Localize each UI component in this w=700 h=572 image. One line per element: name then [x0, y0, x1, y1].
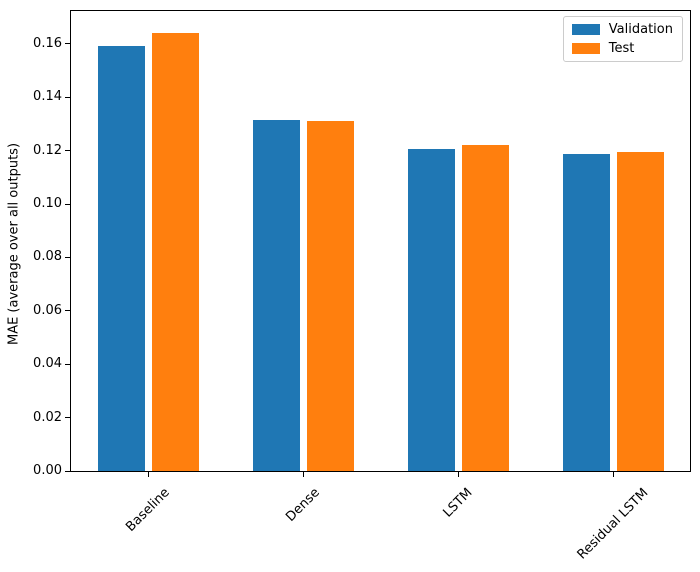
y-tick-mark: [65, 256, 70, 258]
bar-test-dense: [306, 121, 354, 471]
bar-validation-baseline: [97, 45, 145, 471]
legend-swatch-validation-icon: [571, 24, 600, 35]
y-tick-mark: [65, 43, 70, 45]
y-tick-label: 0.14: [33, 89, 62, 105]
y-tick-label: 0.16: [33, 35, 62, 51]
bar-validation-dense: [252, 120, 300, 471]
y-tick-label: 0.12: [33, 142, 62, 158]
y-tick-mark: [65, 417, 70, 419]
x-tick-mark: [612, 472, 614, 477]
y-tick-label: 0.02: [33, 409, 62, 425]
legend: Validation Test: [562, 16, 683, 62]
y-tick-label: 0.06: [33, 302, 62, 318]
y-tick-label: 0.10: [33, 196, 62, 212]
x-tick-mark: [147, 472, 149, 477]
y-tick-mark: [65, 363, 70, 365]
legend-item-validation: Validation: [571, 22, 673, 37]
y-tick-label: 0.04: [33, 356, 62, 372]
x-tick-mark: [457, 472, 459, 477]
plot-area: [70, 10, 691, 472]
y-tick-label: 0.08: [33, 249, 62, 265]
x-tick-label-dense: Dense: [283, 485, 323, 525]
y-tick-mark: [65, 150, 70, 152]
bar-validation-lstm: [407, 149, 455, 471]
y-tick-mark: [65, 96, 70, 98]
legend-swatch-test-icon: [571, 43, 600, 54]
bar-test-baseline: [151, 32, 199, 471]
bar-test-residual-lstm: [616, 151, 664, 471]
x-tick-mark: [302, 472, 304, 477]
x-tick-label-baseline: Baseline: [123, 485, 173, 535]
y-tick-mark: [65, 203, 70, 205]
y-tick-mark: [65, 470, 70, 472]
y-tick-label: 0.00: [33, 463, 62, 478]
legend-label-validation: Validation: [608, 22, 673, 37]
x-tick-label-residual-lstm: Residual LSTM: [574, 485, 652, 563]
bar-validation-residual-lstm: [562, 153, 610, 471]
bar-test-lstm: [461, 145, 509, 471]
y-tick-mark: [65, 310, 70, 312]
x-tick-label-lstm: LSTM: [440, 485, 476, 521]
legend-item-test: Test: [571, 41, 673, 56]
legend-label-test: Test: [608, 41, 635, 56]
